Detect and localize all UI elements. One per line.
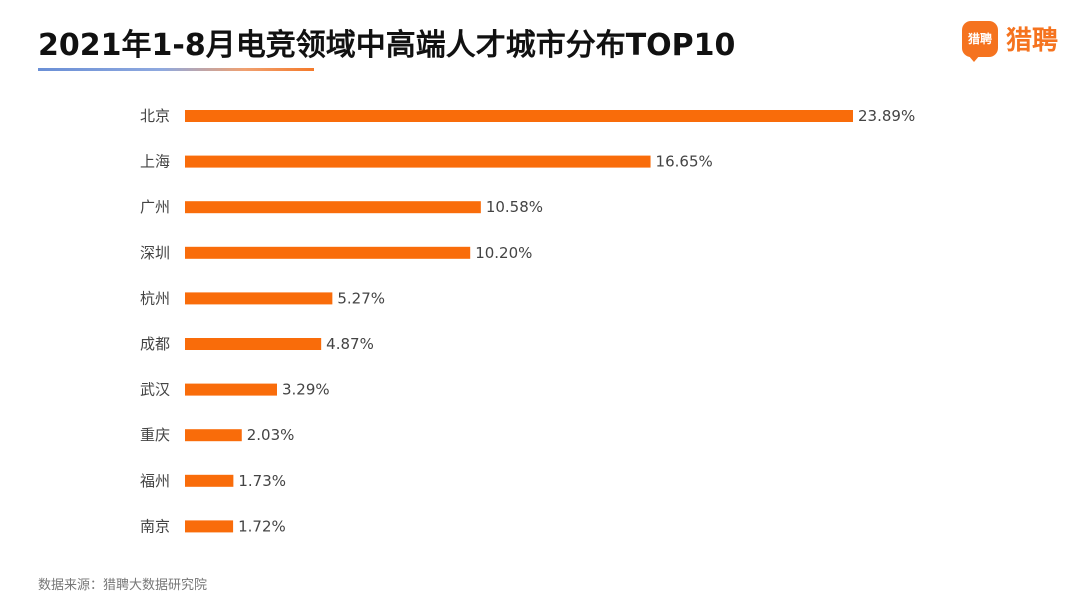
title-underline [38,68,314,71]
page-title: 2021年1-8月电竞领域中高端人才城市分布TOP10 [38,28,736,63]
bar [185,246,471,259]
bar [185,383,277,396]
value-label: 1.73% [238,472,286,490]
category-label: 成都 [140,335,170,353]
category-label: 武汉 [140,381,170,399]
category-label: 福州 [140,472,170,490]
value-label: 2.03% [247,426,295,444]
category-label: 上海 [140,153,170,171]
bar [185,292,333,305]
bar [185,201,481,214]
category-label: 广州 [140,198,170,216]
category-label: 北京 [140,107,170,125]
value-label: 4.87% [326,335,374,353]
category-label: 重庆 [140,426,170,444]
value-label: 23.89% [858,107,915,125]
value-label: 10.20% [475,244,532,262]
value-label: 1.72% [238,517,286,535]
logo-badge-icon: 猎聘 [961,20,998,62]
bar [185,110,853,122]
bar [185,155,651,168]
category-label: 杭州 [140,289,170,307]
value-label: 5.27% [337,289,385,307]
liepin-logo: 猎聘 猎聘 [961,20,1058,62]
bar [185,474,234,487]
value-label: 3.29% [282,381,330,399]
value-label: 10.58% [486,198,543,216]
bar [185,338,322,350]
logo-text: 猎聘 [1005,26,1058,56]
bar [185,520,234,533]
category-label: 深圳 [140,244,170,262]
data-source-note: 数据来源：猎聘大数据研究院 [38,578,208,593]
bar [185,429,242,442]
category-label: 南京 [140,517,170,535]
value-label: 16.65% [656,153,713,171]
